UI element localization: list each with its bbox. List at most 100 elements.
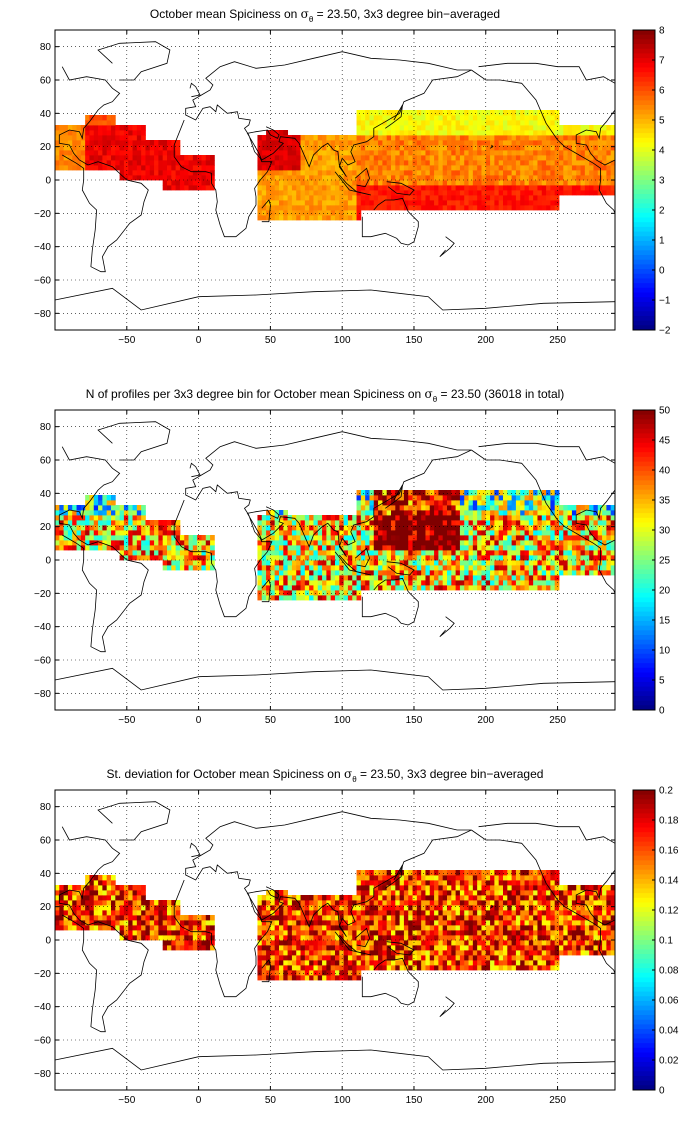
data-cell	[391, 545, 396, 551]
data-cell	[266, 900, 271, 906]
data-cell	[210, 940, 215, 946]
data-cell	[477, 500, 482, 506]
data-cell	[382, 935, 388, 941]
data-cell	[554, 565, 560, 571]
data-cell	[546, 130, 551, 136]
data-cell	[576, 520, 581, 526]
data-cell	[408, 140, 413, 146]
data-cell	[326, 195, 332, 201]
data-cell	[365, 110, 370, 116]
data-cell	[296, 935, 301, 941]
data-cell	[360, 570, 366, 576]
data-cell	[287, 535, 293, 541]
data-cell	[567, 570, 573, 576]
data-cell	[283, 535, 289, 541]
data-cell	[115, 920, 121, 926]
data-cell	[59, 900, 65, 906]
data-cell	[93, 140, 99, 146]
data-cell	[322, 195, 327, 201]
data-cell	[296, 965, 301, 971]
data-cell	[369, 965, 375, 971]
data-cell	[98, 135, 103, 141]
data-cell	[593, 140, 599, 146]
data-cell	[115, 535, 121, 541]
data-cell	[576, 155, 581, 161]
data-cell	[511, 190, 517, 196]
data-cell	[403, 550, 409, 556]
data-cell	[494, 175, 500, 181]
y-tick-label: 60	[40, 76, 52, 87]
data-cell	[67, 900, 73, 906]
data-cell	[257, 530, 263, 536]
data-cell	[339, 940, 345, 946]
data-cell	[365, 500, 370, 506]
data-cell	[304, 210, 310, 216]
data-cell	[317, 205, 323, 211]
data-cell	[472, 520, 478, 526]
data-cell	[55, 910, 60, 916]
data-cell	[67, 915, 73, 921]
data-cell	[313, 970, 319, 976]
data-cell	[412, 540, 418, 546]
data-cell	[524, 175, 530, 181]
colorbar-step	[633, 667, 655, 673]
data-cell	[261, 935, 267, 941]
data-cell	[520, 575, 525, 581]
data-cell	[261, 140, 267, 146]
data-cell	[76, 520, 82, 526]
data-cell	[330, 205, 336, 211]
data-cell	[528, 515, 534, 521]
data-cell	[136, 520, 142, 526]
colorbar-step	[633, 677, 655, 683]
data-cell	[442, 205, 448, 211]
data-cell	[89, 125, 95, 131]
data-cell	[399, 555, 405, 561]
data-cell	[477, 175, 482, 181]
data-cell	[184, 545, 189, 551]
data-cell	[550, 565, 556, 571]
data-cell	[472, 570, 478, 576]
data-cell	[184, 930, 189, 936]
data-cell	[59, 155, 65, 161]
data-cell	[541, 540, 547, 546]
data-cell	[123, 895, 129, 901]
data-cell	[270, 970, 276, 976]
data-cell	[477, 560, 482, 566]
data-cell	[343, 565, 349, 571]
data-cell	[128, 175, 133, 181]
data-cell	[403, 130, 409, 136]
data-cell	[313, 175, 319, 181]
data-cell	[339, 960, 345, 966]
colorbar-step	[633, 489, 655, 495]
data-cell	[485, 520, 491, 526]
data-cell	[141, 895, 146, 901]
data-cell	[210, 920, 215, 926]
data-cell	[533, 110, 538, 116]
data-cell	[55, 505, 60, 511]
data-cell	[192, 945, 198, 951]
data-cell	[602, 165, 607, 171]
colorbar-step	[633, 142, 655, 148]
data-cell	[434, 120, 439, 126]
data-cell	[533, 200, 538, 206]
data-cell	[179, 185, 185, 191]
data-cell	[403, 140, 409, 146]
data-cell	[373, 150, 379, 156]
data-cell	[356, 160, 362, 166]
data-cell	[451, 540, 457, 546]
colorbar-step	[633, 442, 655, 448]
data-cell	[391, 195, 396, 201]
data-cell	[365, 135, 370, 141]
data-cell	[369, 925, 375, 931]
data-cell	[369, 160, 375, 166]
data-cell	[602, 560, 607, 566]
data-cell	[580, 190, 586, 196]
data-cell	[145, 910, 151, 916]
data-cell	[347, 205, 353, 211]
data-cell	[464, 200, 469, 206]
data-cell	[490, 155, 495, 161]
data-cell	[335, 170, 340, 176]
data-cell	[192, 165, 198, 171]
data-cell	[270, 935, 276, 941]
data-cell	[524, 165, 530, 171]
